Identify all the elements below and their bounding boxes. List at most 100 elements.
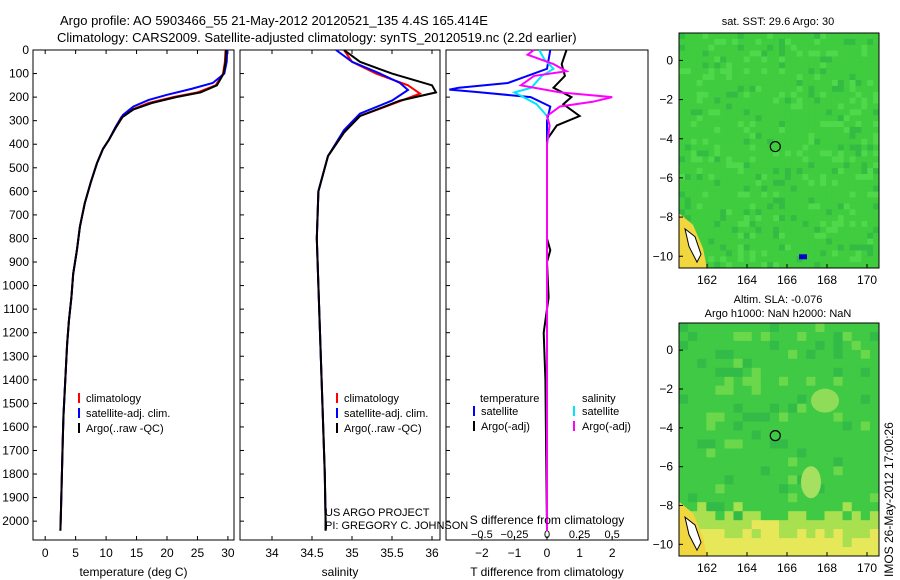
sla-map-cell xyxy=(679,376,689,387)
sla-map-cell xyxy=(688,439,698,450)
sst-map-cell xyxy=(708,174,715,181)
sst-map-cell xyxy=(679,80,686,87)
sst-map-cell xyxy=(737,97,745,105)
sst-map-cell xyxy=(690,150,698,157)
sst-map-cell xyxy=(731,238,739,246)
sla-map-cell xyxy=(724,493,735,503)
sst-map-cell xyxy=(837,127,845,134)
sst-map-cell xyxy=(802,109,809,116)
sla-map-cell xyxy=(860,367,871,378)
sst-map-cell xyxy=(773,68,780,75)
sla-map-cell xyxy=(833,376,844,387)
sla-map-cell xyxy=(697,457,707,467)
sst-map-cell xyxy=(790,179,798,187)
sst-map-cell xyxy=(679,50,686,58)
sst-map-cell xyxy=(773,203,780,210)
sst-map-cell xyxy=(831,221,839,228)
sla-map-cell xyxy=(679,358,689,369)
sst-map-cell xyxy=(679,138,686,146)
sst-map-cell xyxy=(808,256,815,263)
sst-map-cell xyxy=(784,221,792,228)
sst-map-cell xyxy=(808,33,815,40)
sla-map-cell xyxy=(769,385,780,396)
sla-map-cell xyxy=(679,475,689,485)
salinity-plot-frame xyxy=(239,49,441,541)
sst-map-cell xyxy=(679,209,686,216)
sst-map-cell xyxy=(808,91,815,99)
sst-map-cell xyxy=(855,215,862,222)
sst-map-cell xyxy=(702,191,709,199)
sst-map-cell xyxy=(837,232,845,240)
sla-map-cell xyxy=(797,332,807,342)
sst-map-cell xyxy=(843,138,851,146)
sst-map-cell xyxy=(749,215,757,222)
sst-map-cell xyxy=(849,74,857,81)
sst-map-cell xyxy=(861,179,868,187)
sla-map-cell xyxy=(860,358,871,369)
sst-map-cell xyxy=(790,203,798,210)
sst-map-cell xyxy=(802,185,809,193)
sst-map-cell xyxy=(796,121,804,128)
sst-map-cell xyxy=(749,256,757,263)
sst-map-cell xyxy=(820,138,827,146)
sst-map-cell xyxy=(708,256,715,263)
sst-map-cell xyxy=(702,38,709,46)
sla-map-cell xyxy=(842,511,853,521)
sla-map-cell xyxy=(742,475,753,485)
sla-map-cell xyxy=(751,466,762,476)
sst-map-cell xyxy=(867,109,874,116)
sst-map-cell xyxy=(720,97,727,105)
sla-map-cell xyxy=(715,430,726,441)
sst-map-cell xyxy=(726,74,733,81)
sst-map-cell xyxy=(708,62,715,69)
sst-map-cell xyxy=(826,179,833,187)
sst-map-cell xyxy=(708,197,715,204)
sla-map-cell xyxy=(842,457,853,467)
sst-map-cell xyxy=(755,244,762,251)
sla-map-cell xyxy=(797,457,807,467)
sst-map-cell xyxy=(843,33,851,40)
sla-map-cell xyxy=(724,439,735,450)
sla-map-cell xyxy=(706,520,716,530)
sla-map-cell xyxy=(788,332,798,342)
sst-map-cell xyxy=(731,168,739,175)
sst-map-cell xyxy=(749,185,757,193)
sst-map-cell xyxy=(679,38,686,46)
sst-map-cell xyxy=(731,109,739,116)
sla-map-cell xyxy=(833,340,844,351)
sla-map-cell xyxy=(742,394,753,405)
sst-map-cell xyxy=(779,174,786,181)
sst-map-cell xyxy=(784,56,792,63)
sla-map-cell xyxy=(824,475,835,485)
sla-map-cell xyxy=(815,484,826,494)
sst-map-cell xyxy=(814,191,821,199)
sst-map-cell xyxy=(696,179,704,187)
sst-map-cell xyxy=(867,203,874,210)
sst-map-cell xyxy=(684,185,692,193)
sst-map-cell xyxy=(690,185,698,193)
sst-map-cell xyxy=(808,38,815,46)
sst-map-cell xyxy=(749,162,757,169)
sst-map-cell xyxy=(708,203,715,210)
sst-map-cell xyxy=(679,97,686,105)
sla-map-cell xyxy=(815,493,826,503)
sst-map-cell xyxy=(837,179,845,187)
sst-map-cell xyxy=(861,226,868,234)
sst-map-cell xyxy=(679,56,686,63)
sla-map-cell xyxy=(706,349,716,360)
sla-map-cell xyxy=(806,340,816,351)
sla-map-cell xyxy=(742,520,753,530)
sst-map-cell xyxy=(773,62,780,69)
sst-map-cell xyxy=(808,103,815,110)
sst-map-cell xyxy=(690,174,698,181)
sst-map-cell xyxy=(696,144,704,152)
sst-map-cell xyxy=(820,191,827,199)
sst-map-cell xyxy=(731,232,739,240)
sst-map-cell xyxy=(761,132,768,140)
sla-map-cell xyxy=(760,349,771,360)
sst-map-cell xyxy=(861,56,868,63)
sla-map-cell xyxy=(679,385,689,396)
sla-map-cell xyxy=(742,358,753,369)
sst-map-cell xyxy=(790,109,798,116)
sla-map-cell xyxy=(706,484,716,494)
